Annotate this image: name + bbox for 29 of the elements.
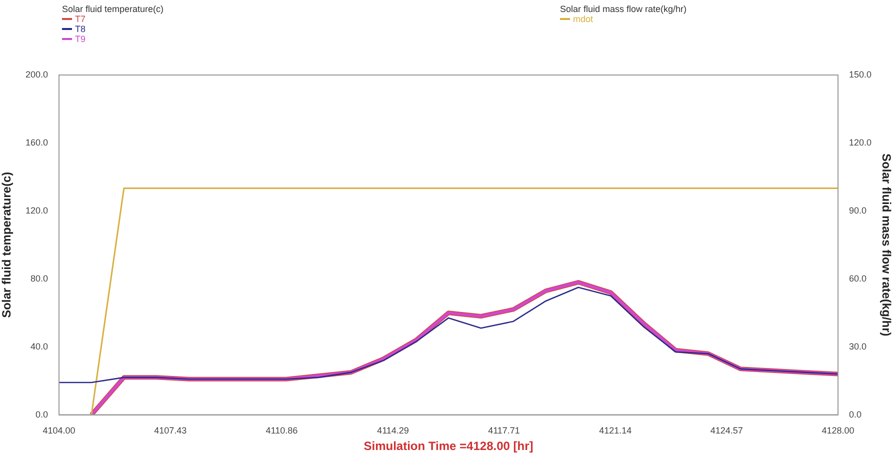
text: Solar fluid mass flow rate(kg/hr) bbox=[560, 4, 687, 14]
legend-title: Solar fluid temperature(c) bbox=[62, 4, 164, 14]
x-tick-label: 4121.14 bbox=[599, 426, 632, 436]
x-tick-label: 4110.86 bbox=[266, 426, 298, 436]
y-tick-label: 80.0 bbox=[30, 273, 48, 284]
y2-tick-label: 120.0 bbox=[849, 137, 872, 148]
y2-tick-label: 60.0 bbox=[849, 273, 867, 284]
legend-label: mdot bbox=[573, 14, 594, 24]
x-tick-label: 4107.43 bbox=[154, 426, 187, 436]
y2-axis-title: Solar fluid mass flow rate(kg/hr) bbox=[879, 154, 893, 336]
legend-label: T8 bbox=[75, 24, 86, 34]
y-axis-title: Solar fluid temperature(c) bbox=[0, 172, 14, 318]
x-tick-label: 4124.57 bbox=[710, 426, 743, 436]
x-tick-label: 4104.00 bbox=[42, 426, 76, 436]
x-tick-label: 4128.00 bbox=[822, 426, 854, 436]
y2-tick-label: 90.0 bbox=[849, 205, 867, 216]
legend-label: T7 bbox=[75, 14, 86, 24]
x-tick-label: 4117.71 bbox=[488, 426, 520, 436]
y-tick-label: 120.0 bbox=[25, 205, 48, 216]
y-tick-label: 160.0 bbox=[25, 137, 48, 148]
y2-tick-label: 150.0 bbox=[849, 69, 872, 80]
x-tick-label: 4114.29 bbox=[377, 426, 409, 436]
y2-tick-label: 0.0 bbox=[849, 409, 862, 420]
x-axis-title: Simulation Time =4128.00 [hr] bbox=[364, 439, 534, 454]
legend-label: T9 bbox=[75, 34, 86, 44]
y-tick-label: 0.0 bbox=[35, 409, 48, 420]
y-tick-label: 40.0 bbox=[30, 341, 48, 352]
y-tick-label: 200.0 bbox=[25, 69, 48, 80]
y2-tick-label: 30.0 bbox=[849, 341, 867, 352]
